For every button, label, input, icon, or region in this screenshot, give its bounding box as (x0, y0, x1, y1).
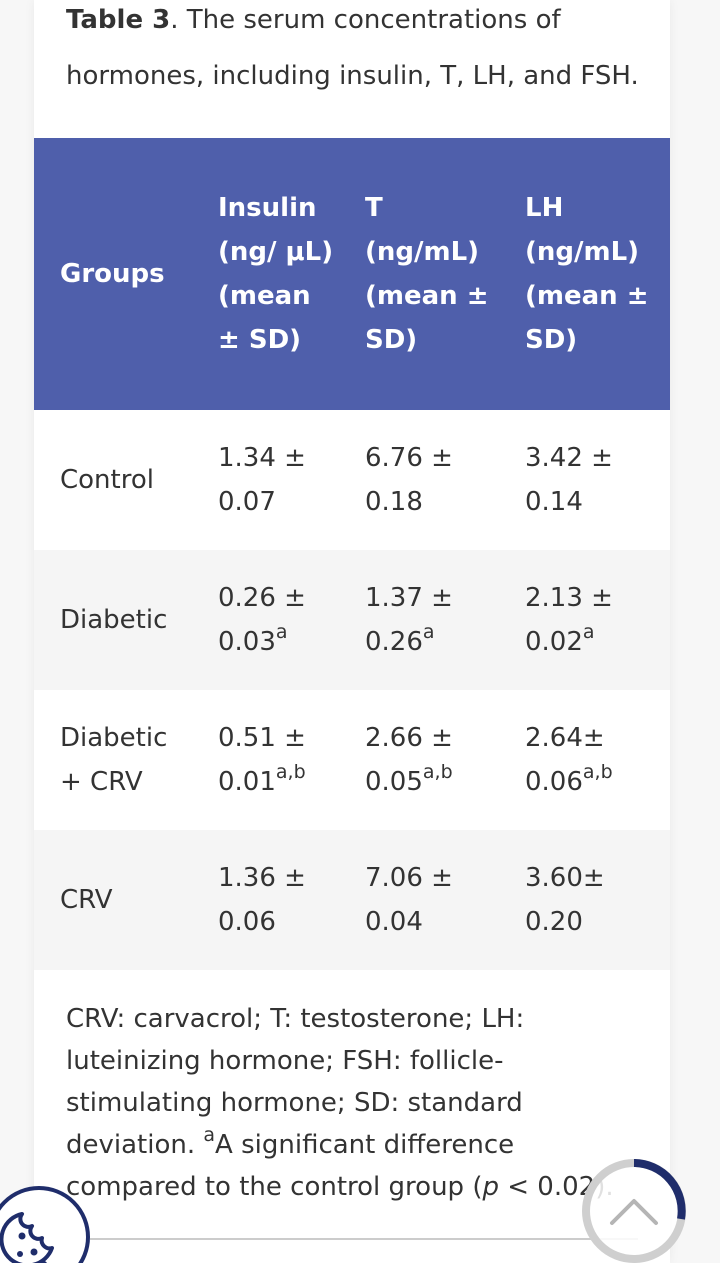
scroll-to-top-button[interactable] (580, 1157, 688, 1263)
header-t: T (ng/mL) (mean ± SD) (365, 193, 489, 355)
caption-lead: Table 3 (66, 5, 171, 35)
table-row: Diabetic 0.26 ± 0.03a 1.37 ± 0.26a 2.13 … (34, 550, 670, 690)
table-row: Control 1.34 ± 0.07 6.76 ± 0.18 3.42 ± 0… (34, 410, 670, 550)
cell-lh: 2.64± 0.06a,b (525, 723, 613, 797)
cell-insulin: 0.51 ± 0.01a,b (218, 723, 306, 797)
header-groups: Groups (60, 259, 165, 289)
hormone-table: Groups Insulin (ng/ μL) (mean ± SD) T (n… (34, 138, 670, 970)
cell-lh: 3.60± 0.20 (525, 863, 605, 937)
cell-lh: 2.13 ± 0.02a (525, 583, 613, 657)
chevron-up-icon (582, 1159, 686, 1263)
cell-lh: 3.42 ± 0.14 (525, 443, 613, 517)
table-card (34, 0, 670, 1263)
table-footnote: CRV: carvacrol; T: testosterone; LH: lut… (66, 1004, 614, 1202)
cookie-settings-button[interactable] (0, 1186, 90, 1263)
cell-insulin: 0.26 ± 0.03a (218, 583, 306, 657)
table-row: Diabetic + CRV 0.51 ± 0.01a,b 2.66 ± 0.0… (34, 690, 670, 830)
cell-insulin: 1.34 ± 0.07 (218, 443, 306, 517)
cell-group: Diabetic + CRV (60, 723, 168, 797)
divider (90, 1238, 638, 1240)
cell-group: Control (60, 465, 154, 495)
cell-group: CRV (60, 885, 113, 915)
table-header-row: Groups Insulin (ng/ μL) (mean ± SD) T (n… (34, 138, 670, 410)
caption-text: . The serum concentrations of hormones, … (66, 5, 639, 91)
cell-t: 2.66 ± 0.05a,b (365, 723, 453, 797)
cell-group: Diabetic (60, 605, 168, 635)
cell-t: 7.06 ± 0.04 (365, 863, 453, 937)
cell-t: 6.76 ± 0.18 (365, 443, 453, 517)
cell-t: 1.37 ± 0.26a (365, 583, 453, 657)
table-caption: Table 3. The serum concentrations of hor… (66, 0, 666, 104)
header-insulin: Insulin (ng/ μL) (mean ± SD) (218, 193, 334, 355)
header-lh: LH (ng/mL) (mean ± SD) (525, 193, 649, 355)
cookie-icon (0, 1212, 54, 1263)
cell-insulin: 1.36 ± 0.06 (218, 863, 306, 937)
table-row: CRV 1.36 ± 0.06 7.06 ± 0.04 3.60± 0.20 (34, 830, 670, 970)
